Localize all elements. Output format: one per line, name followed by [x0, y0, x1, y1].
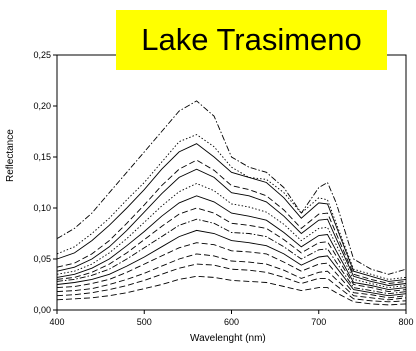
y-tick-label: 0,25 — [33, 50, 51, 60]
chart-title-banner: Lake Trasimeno — [116, 10, 387, 70]
spectrum-line-12 — [56, 253, 407, 301]
chart-title: Lake Trasimeno — [141, 22, 362, 57]
x-tick-label: 400 — [49, 317, 64, 327]
spectrum-line-3 — [56, 143, 407, 282]
x-tick-label: 700 — [311, 317, 326, 327]
series-layer — [56, 100, 407, 306]
spectrum-line-11 — [56, 242, 407, 299]
x-ticks: 400 500 600 700 800 — [49, 310, 414, 327]
spectrum-line-14 — [56, 275, 407, 306]
x-tick-label: 600 — [224, 317, 239, 327]
spectrum-line-9 — [56, 218, 407, 295]
y-tick-label: 0,05 — [33, 254, 51, 264]
x-tick-label: 800 — [398, 317, 413, 327]
y-axis-label: Reflectance — [5, 129, 16, 182]
spectrum-line-6 — [56, 183, 407, 289]
spectrum-line-10 — [56, 229, 407, 297]
y-tick-label: 0,00 — [33, 305, 51, 315]
y-tick-label: 0,15 — [33, 152, 51, 162]
spectrum-line-13 — [56, 263, 407, 303]
spectrum-line-5 — [56, 168, 407, 286]
spectrum-line-4 — [56, 159, 407, 284]
y-tick-label: 0,20 — [33, 101, 51, 111]
spectrum-line-2 — [56, 134, 407, 280]
y-ticks: 0,00 0,05 0,10 0,15 0,20 0,25 — [33, 50, 57, 315]
spectrum-line-7 — [56, 195, 407, 291]
plot-area-frame — [56, 54, 407, 311]
y-tick-label: 0,10 — [33, 203, 51, 213]
x-tick-label: 500 — [137, 317, 152, 327]
spectrum-line-8 — [56, 207, 407, 293]
x-axis-label: Wavelenght (nm) — [190, 333, 266, 344]
spectrum-line-1 — [56, 100, 407, 275]
